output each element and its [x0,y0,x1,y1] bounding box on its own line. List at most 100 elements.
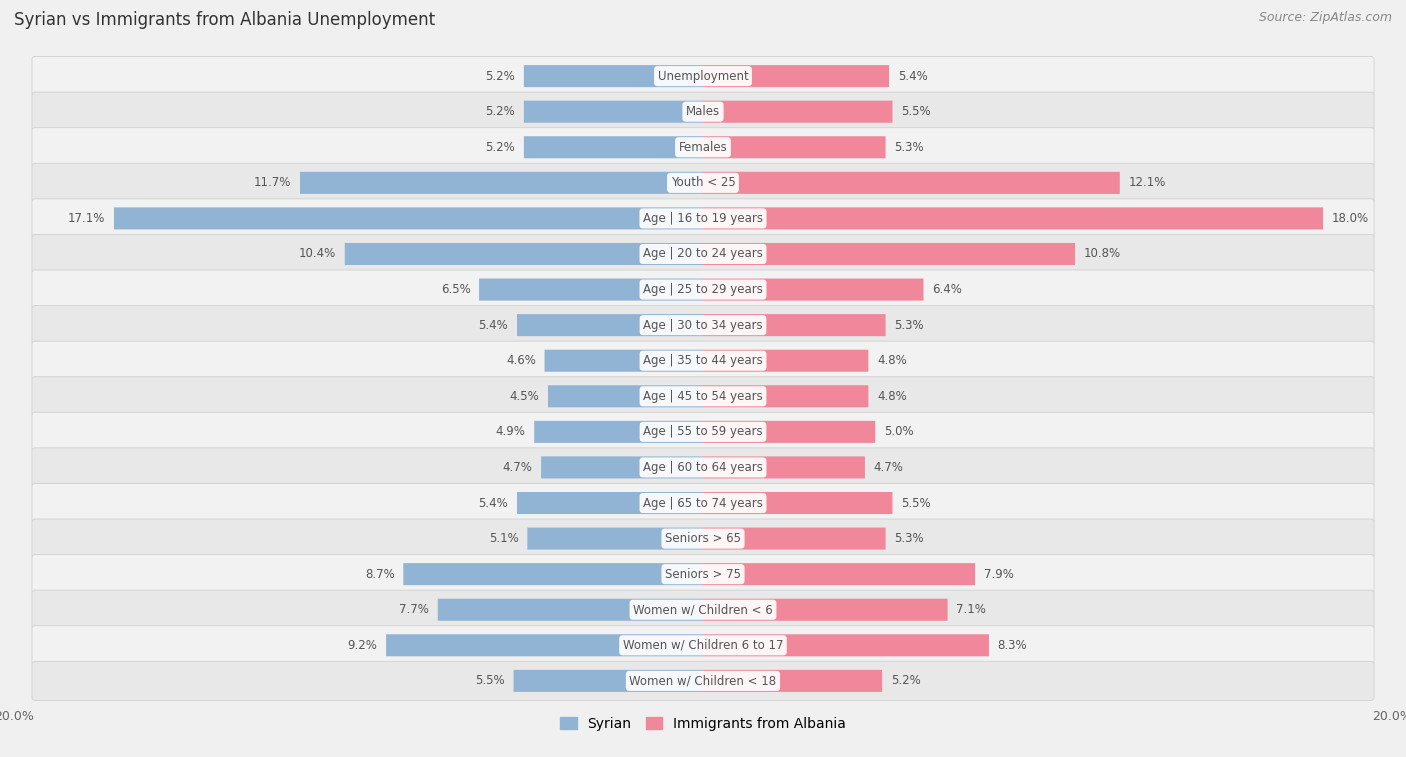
FancyBboxPatch shape [517,492,703,514]
Text: 9.2%: 9.2% [347,639,377,652]
FancyBboxPatch shape [32,519,1374,558]
FancyBboxPatch shape [344,243,703,265]
Text: Age | 35 to 44 years: Age | 35 to 44 years [643,354,763,367]
Text: 5.2%: 5.2% [891,674,921,687]
Text: 10.8%: 10.8% [1084,248,1121,260]
FancyBboxPatch shape [32,306,1374,344]
FancyBboxPatch shape [299,172,703,194]
FancyBboxPatch shape [703,599,948,621]
Text: 5.5%: 5.5% [901,497,931,509]
Text: 10.4%: 10.4% [299,248,336,260]
Text: 18.0%: 18.0% [1331,212,1369,225]
Legend: Syrian, Immigrants from Albania: Syrian, Immigrants from Albania [554,711,852,736]
FancyBboxPatch shape [703,65,889,87]
Text: Women w/ Children 6 to 17: Women w/ Children 6 to 17 [623,639,783,652]
Text: 4.8%: 4.8% [877,354,907,367]
FancyBboxPatch shape [703,314,886,336]
FancyBboxPatch shape [114,207,703,229]
Text: 5.4%: 5.4% [897,70,928,83]
FancyBboxPatch shape [703,456,865,478]
FancyBboxPatch shape [32,164,1374,202]
FancyBboxPatch shape [32,626,1374,665]
Text: 5.5%: 5.5% [901,105,931,118]
FancyBboxPatch shape [703,670,882,692]
Text: Syrian vs Immigrants from Albania Unemployment: Syrian vs Immigrants from Albania Unempl… [14,11,436,30]
FancyBboxPatch shape [437,599,703,621]
Text: Women w/ Children < 6: Women w/ Children < 6 [633,603,773,616]
FancyBboxPatch shape [703,101,893,123]
FancyBboxPatch shape [703,421,875,443]
Text: 5.2%: 5.2% [485,70,515,83]
Text: 6.5%: 6.5% [440,283,471,296]
Text: 11.7%: 11.7% [254,176,291,189]
Text: 5.0%: 5.0% [884,425,914,438]
Text: 5.4%: 5.4% [478,319,509,332]
Text: Youth < 25: Youth < 25 [671,176,735,189]
Text: 4.6%: 4.6% [506,354,536,367]
Text: 4.8%: 4.8% [877,390,907,403]
Text: 7.9%: 7.9% [984,568,1014,581]
FancyBboxPatch shape [544,350,703,372]
Text: 5.3%: 5.3% [894,141,924,154]
Text: 7.7%: 7.7% [399,603,429,616]
FancyBboxPatch shape [703,350,869,372]
Text: 5.3%: 5.3% [894,532,924,545]
FancyBboxPatch shape [703,634,988,656]
Text: Seniors > 65: Seniors > 65 [665,532,741,545]
Text: 4.5%: 4.5% [509,390,540,403]
FancyBboxPatch shape [32,199,1374,238]
FancyBboxPatch shape [703,563,976,585]
Text: 7.1%: 7.1% [956,603,986,616]
Text: 5.3%: 5.3% [894,319,924,332]
Text: 5.2%: 5.2% [485,141,515,154]
FancyBboxPatch shape [32,377,1374,416]
FancyBboxPatch shape [703,243,1076,265]
Text: Women w/ Children < 18: Women w/ Children < 18 [630,674,776,687]
FancyBboxPatch shape [32,270,1374,309]
Text: 8.3%: 8.3% [997,639,1028,652]
FancyBboxPatch shape [387,634,703,656]
FancyBboxPatch shape [513,670,703,692]
FancyBboxPatch shape [517,314,703,336]
Text: Unemployment: Unemployment [658,70,748,83]
Text: 4.7%: 4.7% [502,461,533,474]
Text: Age | 65 to 74 years: Age | 65 to 74 years [643,497,763,509]
FancyBboxPatch shape [32,555,1374,593]
FancyBboxPatch shape [703,136,886,158]
Text: 8.7%: 8.7% [366,568,395,581]
Text: 17.1%: 17.1% [67,212,105,225]
FancyBboxPatch shape [703,207,1323,229]
FancyBboxPatch shape [32,235,1374,273]
FancyBboxPatch shape [32,662,1374,700]
FancyBboxPatch shape [524,65,703,87]
FancyBboxPatch shape [32,341,1374,380]
Text: 6.4%: 6.4% [932,283,962,296]
Text: 5.5%: 5.5% [475,674,505,687]
Text: 5.2%: 5.2% [485,105,515,118]
Text: 12.1%: 12.1% [1129,176,1166,189]
FancyBboxPatch shape [524,101,703,123]
Text: Age | 25 to 29 years: Age | 25 to 29 years [643,283,763,296]
FancyBboxPatch shape [703,492,893,514]
FancyBboxPatch shape [534,421,703,443]
Text: Females: Females [679,141,727,154]
Text: 5.1%: 5.1% [489,532,519,545]
FancyBboxPatch shape [32,413,1374,451]
FancyBboxPatch shape [32,92,1374,131]
Text: Age | 60 to 64 years: Age | 60 to 64 years [643,461,763,474]
FancyBboxPatch shape [703,528,886,550]
FancyBboxPatch shape [703,385,869,407]
Text: Males: Males [686,105,720,118]
Text: Age | 55 to 59 years: Age | 55 to 59 years [643,425,763,438]
FancyBboxPatch shape [524,136,703,158]
FancyBboxPatch shape [32,128,1374,167]
Text: Age | 45 to 54 years: Age | 45 to 54 years [643,390,763,403]
FancyBboxPatch shape [541,456,703,478]
FancyBboxPatch shape [32,57,1374,95]
FancyBboxPatch shape [479,279,703,301]
Text: 4.9%: 4.9% [496,425,526,438]
Text: 4.7%: 4.7% [873,461,904,474]
Text: Age | 30 to 34 years: Age | 30 to 34 years [643,319,763,332]
Text: Age | 20 to 24 years: Age | 20 to 24 years [643,248,763,260]
FancyBboxPatch shape [32,448,1374,487]
